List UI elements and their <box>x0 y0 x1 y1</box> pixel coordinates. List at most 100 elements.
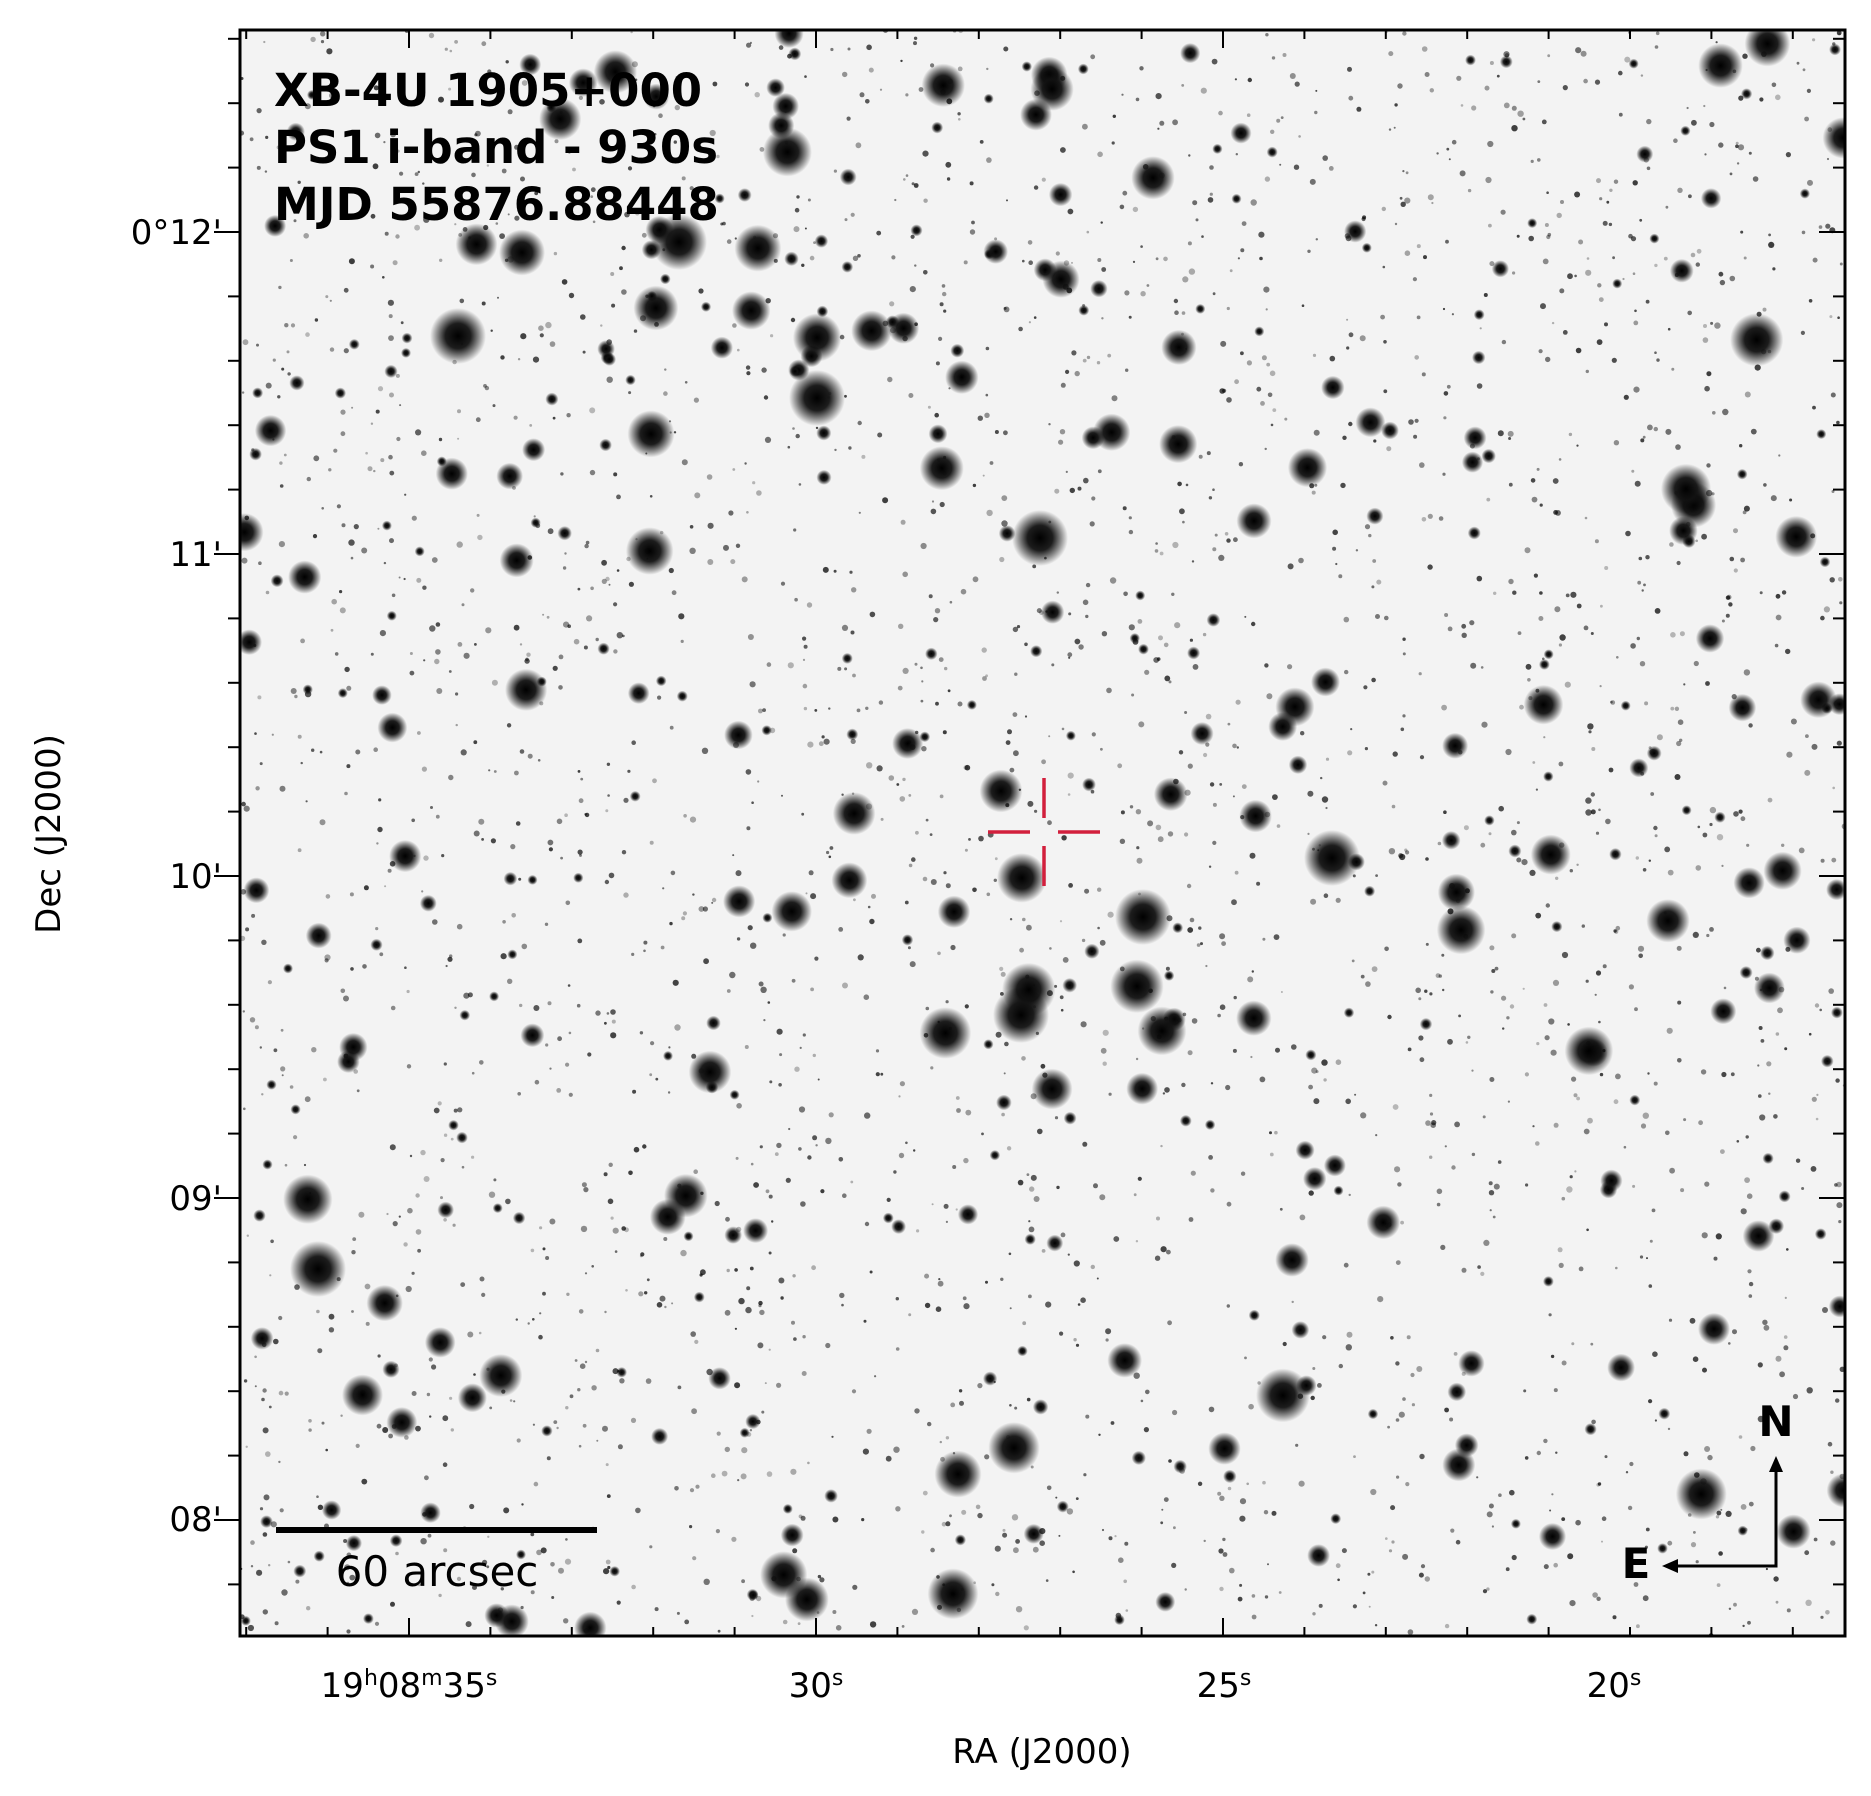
faint-star <box>1051 663 1055 667</box>
faint-star <box>660 945 665 950</box>
star <box>1539 659 1550 670</box>
scale-bar-label: 60 arcsec <box>336 1547 539 1596</box>
faint-star <box>1081 938 1086 943</box>
star <box>1441 831 1461 850</box>
star <box>1030 67 1074 111</box>
faint-star <box>865 99 870 104</box>
faint-star <box>1781 843 1785 847</box>
faint-star <box>1491 1525 1494 1528</box>
faint-star <box>1086 230 1090 234</box>
faint-star <box>771 1220 774 1223</box>
faint-star <box>750 942 757 949</box>
faint-star <box>1122 190 1128 196</box>
faint-star <box>1421 372 1426 377</box>
faint-star <box>1073 1338 1077 1342</box>
faint-star <box>1318 1603 1323 1608</box>
faint-star <box>1105 1338 1109 1342</box>
faint-star <box>601 578 607 585</box>
faint-star <box>1160 1144 1163 1148</box>
tick-number: 25 <box>1197 1666 1240 1706</box>
star <box>1275 1243 1309 1277</box>
faint-star <box>1695 865 1702 871</box>
faint-star <box>1202 632 1207 637</box>
faint-star <box>1155 542 1158 545</box>
bright-star <box>1304 830 1360 886</box>
faint-star <box>389 392 394 398</box>
faint-star <box>1676 740 1682 747</box>
faint-star <box>1632 272 1636 276</box>
faint-star <box>1538 616 1544 621</box>
faint-star <box>1830 392 1836 398</box>
faint-star <box>1065 470 1068 473</box>
faint-star <box>889 301 895 307</box>
faint-star <box>1100 747 1103 751</box>
faint-star <box>281 1589 288 1596</box>
faint-star <box>1082 123 1088 130</box>
faint-star <box>1041 759 1046 765</box>
star <box>1775 515 1818 558</box>
faint-star <box>1778 454 1781 457</box>
faint-star <box>1565 593 1570 598</box>
faint-star <box>1604 566 1609 570</box>
faint-star <box>1398 1411 1405 1418</box>
faint-star <box>1555 876 1559 880</box>
faint-star <box>556 1088 562 1093</box>
faint-star <box>573 638 580 645</box>
faint-star <box>1129 805 1134 809</box>
star <box>1628 58 1639 69</box>
faint-star <box>741 1447 748 1454</box>
faint-star <box>920 542 927 550</box>
faint-star <box>631 1584 636 1590</box>
faint-star <box>1442 307 1446 311</box>
faint-star <box>654 1607 659 1612</box>
faint-star <box>606 762 611 766</box>
faint-star <box>986 509 993 517</box>
faint-star <box>1523 1389 1527 1393</box>
faint-star <box>894 198 897 202</box>
faint-star <box>1128 315 1132 319</box>
faint-star <box>1308 1084 1313 1090</box>
faint-star <box>793 1337 797 1341</box>
star <box>1816 429 1827 440</box>
faint-star <box>1082 358 1087 363</box>
faint-star <box>1128 529 1134 535</box>
faint-star <box>485 627 492 634</box>
faint-star <box>1266 693 1273 700</box>
star <box>1461 451 1484 473</box>
faint-star <box>1718 142 1724 148</box>
faint-star <box>765 1189 770 1194</box>
faint-star <box>241 801 246 807</box>
faint-star <box>1371 677 1376 683</box>
faint-star <box>1026 924 1032 931</box>
faint-star <box>1028 1226 1035 1233</box>
star <box>762 127 812 177</box>
faint-star <box>852 673 856 678</box>
faint-star <box>257 695 262 700</box>
faint-star <box>566 1292 570 1297</box>
star <box>998 525 1016 542</box>
faint-star <box>1598 808 1601 812</box>
faint-star <box>658 113 663 118</box>
faint-star <box>587 1052 592 1057</box>
faint-star <box>838 927 844 932</box>
faint-star <box>1322 1335 1327 1340</box>
faint-star <box>875 1049 880 1053</box>
faint-star <box>1641 589 1644 592</box>
faint-star <box>1747 1269 1752 1274</box>
faint-star <box>1029 1186 1035 1192</box>
faint-star <box>1648 1284 1653 1288</box>
faint-star <box>833 569 837 573</box>
faint-star <box>1772 267 1776 271</box>
faint-star <box>1033 185 1039 190</box>
faint-star <box>1163 1497 1169 1502</box>
faint-star <box>1323 893 1329 898</box>
faint-star <box>1348 421 1353 427</box>
faint-star <box>1066 1508 1074 1515</box>
faint-star <box>517 1092 521 1096</box>
faint-star <box>1625 1471 1629 1474</box>
faint-star <box>1114 1535 1117 1538</box>
faint-star <box>1640 438 1645 443</box>
faint-star <box>1503 102 1510 109</box>
faint-star <box>797 1622 801 1625</box>
faint-star <box>911 1608 919 1615</box>
